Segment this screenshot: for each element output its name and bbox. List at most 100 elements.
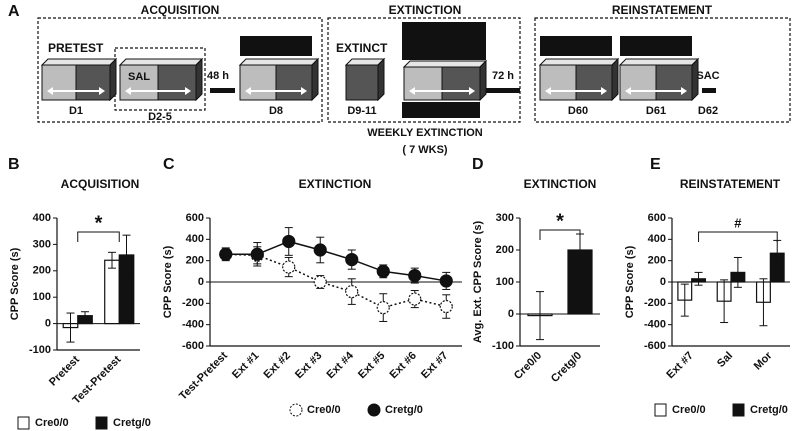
note: ( 7 WKS)	[402, 144, 448, 156]
x-tick-label: Ext #7	[419, 350, 450, 381]
block	[402, 22, 486, 60]
cube-side	[311, 57, 319, 102]
cube-face	[157, 64, 197, 101]
y-tick-label: -100	[492, 340, 514, 352]
point	[408, 292, 422, 306]
bar	[104, 259, 120, 325]
phase-box	[534, 17, 791, 123]
label: PRETEST	[48, 41, 104, 55]
cube-face	[345, 64, 379, 101]
cube-top	[618, 58, 700, 66]
x-tick-label: Ext #3	[293, 350, 324, 381]
phase-title: REINSTATEMENT	[612, 3, 713, 17]
chart-title: REINSTATEMENT	[680, 177, 781, 191]
cube-arrow	[601, 87, 607, 95]
y-tick-label: -200	[644, 297, 666, 309]
chart-title: ACQUISITION	[61, 177, 140, 191]
y-tick-label: -200	[182, 297, 204, 309]
point	[345, 285, 359, 299]
cube-face	[275, 64, 313, 101]
legend-swatch	[654, 403, 667, 417]
cube-side	[377, 57, 385, 102]
day: D2-5	[148, 111, 172, 123]
x-tick-label: Pretest	[47, 353, 82, 388]
point	[313, 243, 327, 257]
cube-top	[238, 58, 320, 66]
legend-label: Cre0/0	[35, 417, 69, 429]
y-tick-label: 300	[496, 212, 514, 224]
cube-side	[109, 57, 117, 102]
schematic: A ACQUISITION EXTINCTION REINSTATEMENT P…	[8, 3, 791, 156]
y-tick-label: 400	[648, 233, 666, 245]
phase-title: ACQUISITION	[141, 3, 220, 17]
point	[250, 247, 264, 261]
chart: D EXTINCTION Avg. Ext. CPP Score (s) -100 0 1…	[472, 156, 600, 385]
day: D62	[698, 105, 718, 117]
y-tick-label: 200	[648, 255, 666, 267]
x-tick-label: Ext #4	[325, 349, 357, 381]
bracket	[539, 229, 581, 240]
cube-face	[403, 66, 443, 101]
cube-arrow	[47, 87, 53, 95]
cube-face	[655, 64, 693, 101]
annotation: *	[556, 210, 564, 232]
label: 72 h	[492, 70, 514, 82]
point	[345, 253, 359, 267]
legend-marker	[289, 403, 303, 417]
y-tick-label: 600	[186, 212, 204, 224]
day: D8	[269, 105, 283, 117]
block	[402, 102, 480, 118]
cube-arrow	[469, 87, 475, 95]
delay-bar	[210, 88, 235, 93]
cube-top	[40, 58, 118, 66]
point	[282, 260, 296, 274]
x-tick-label: Ext #7	[664, 350, 695, 381]
annotation: *	[95, 212, 103, 234]
legend-label: Cretg/0	[385, 404, 423, 416]
y-tick-label: 100	[33, 291, 51, 303]
cube-arrow	[409, 87, 415, 95]
bracket	[698, 231, 778, 242]
cube-face	[539, 64, 577, 101]
cube-face	[575, 64, 613, 101]
y-axis-label: CPP Score (s)	[624, 245, 636, 318]
block	[540, 36, 612, 56]
x-tick-label: Ext #2	[262, 350, 293, 381]
chart: B ACQUISITION CPP Score (s) -100 0 100 200 300 4…	[8, 156, 151, 430]
y-tick-label: 400	[33, 212, 51, 224]
legend-swatch	[95, 416, 108, 430]
y-tick-label: -400	[182, 319, 204, 331]
x-tick-label: Mor	[752, 349, 775, 372]
block	[620, 36, 692, 56]
cube-arrow	[125, 87, 131, 95]
legend-label: Cre0/0	[672, 404, 706, 416]
cube-arrow	[245, 87, 251, 95]
point	[313, 275, 327, 289]
panel-letter: E	[650, 156, 661, 173]
x-tick-label: Ext #6	[388, 350, 419, 381]
point	[219, 247, 233, 261]
x-tick-label: Ext #1	[230, 350, 261, 381]
cube-side	[611, 57, 619, 102]
legend-marker	[367, 403, 381, 417]
cube-side	[479, 59, 487, 102]
point	[439, 274, 453, 288]
point	[376, 264, 390, 278]
cube-arrow	[625, 87, 631, 95]
label: EXTINCT	[336, 41, 388, 55]
day: D1	[69, 105, 83, 117]
day: D61	[646, 105, 666, 117]
cube-face	[41, 64, 77, 101]
cube-side	[195, 57, 203, 102]
chart-title: EXTINCTION	[524, 177, 597, 191]
legend-label: Cre0/0	[307, 404, 341, 416]
cube-face	[619, 64, 657, 101]
point	[408, 269, 422, 283]
cube-face	[75, 64, 111, 101]
y-tick-label: 300	[33, 238, 51, 250]
annotation: #	[734, 215, 742, 230]
phase-box	[327, 17, 521, 123]
legend-swatch	[732, 403, 745, 417]
cube-arrow	[681, 87, 687, 95]
